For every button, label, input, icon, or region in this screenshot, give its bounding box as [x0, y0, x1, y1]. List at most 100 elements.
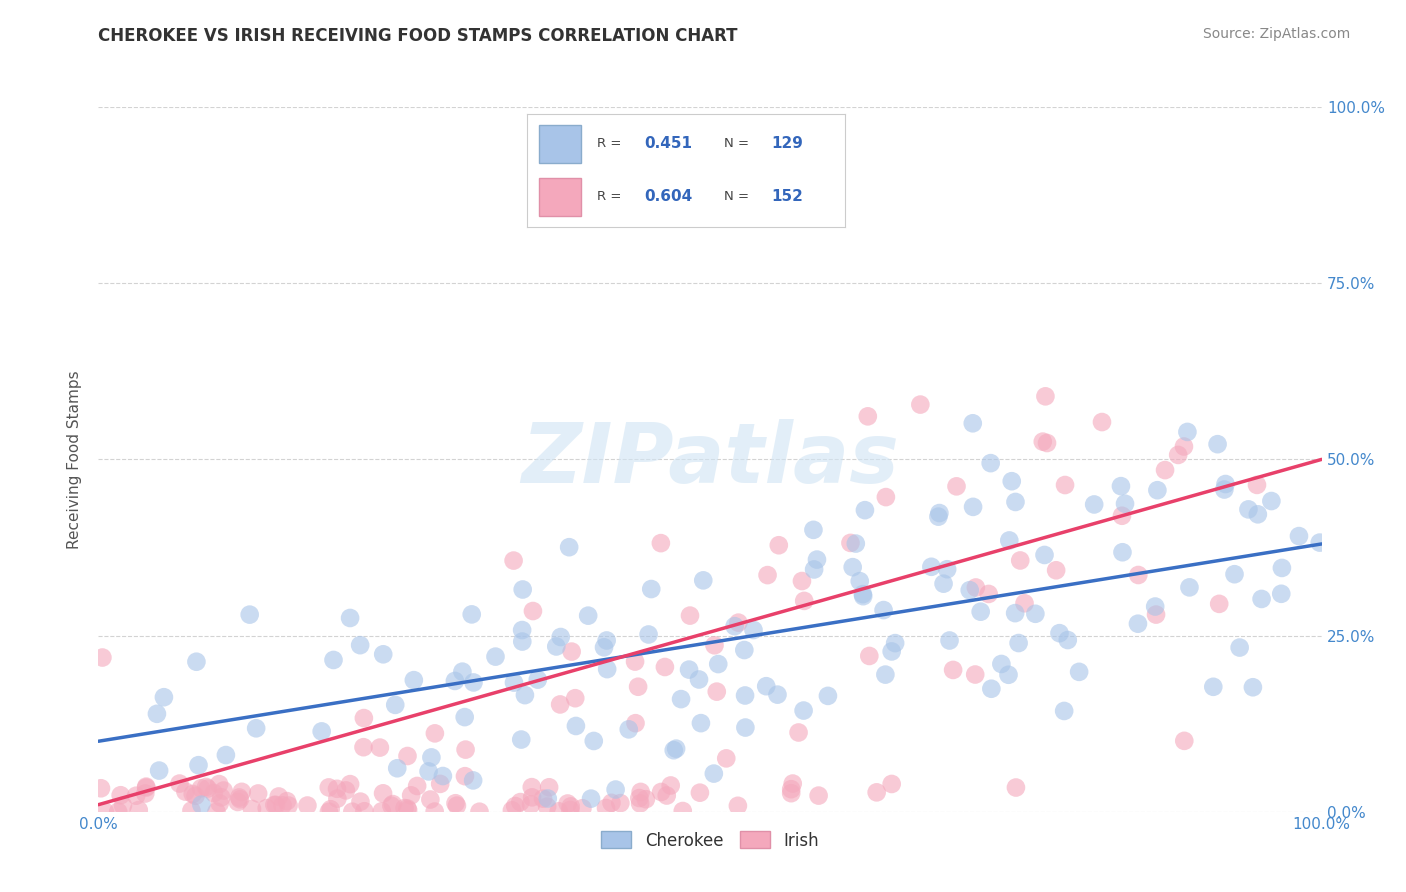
Point [1146, 483, 1168, 498]
Point [1035, 389, 1057, 403]
Point [484, 649, 506, 664]
Point [817, 689, 839, 703]
Point [782, 776, 804, 790]
Point [596, 662, 619, 676]
Text: Source: ZipAtlas.com: Source: ZipAtlas.com [1202, 27, 1350, 41]
Point [793, 594, 815, 608]
Point [1114, 497, 1136, 511]
Point [880, 777, 903, 791]
Point [510, 623, 533, 637]
Point [1001, 474, 1024, 488]
Point [659, 779, 682, 793]
Point [841, 560, 863, 574]
Point [595, 801, 617, 815]
Point [609, 796, 631, 810]
Point [209, 790, 232, 805]
Point [965, 667, 987, 681]
Point [852, 587, 875, 601]
Point [1032, 434, 1054, 449]
Point [766, 688, 789, 702]
Point [593, 640, 616, 655]
Point [780, 786, 803, 800]
Point [665, 741, 688, 756]
Point [503, 799, 526, 814]
Point [208, 797, 231, 811]
Point [579, 791, 602, 805]
Point [353, 804, 375, 818]
Point [503, 675, 526, 690]
Point [322, 653, 344, 667]
Point [1036, 436, 1059, 450]
Point [526, 673, 548, 687]
Point [630, 785, 652, 799]
Point [229, 792, 252, 806]
Point [969, 605, 991, 619]
Point [212, 783, 235, 797]
Point [446, 798, 468, 813]
Point [228, 790, 250, 805]
Point [1177, 425, 1199, 439]
Point [576, 608, 599, 623]
Point [318, 805, 340, 819]
Point [561, 644, 583, 658]
Point [1247, 508, 1270, 522]
Point [239, 607, 262, 622]
Point [1206, 437, 1229, 451]
Point [723, 619, 745, 633]
Point [406, 779, 429, 793]
Point [768, 538, 790, 552]
Point [1045, 563, 1067, 577]
Point [536, 799, 558, 814]
Point [396, 803, 419, 817]
Point [875, 490, 897, 504]
Point [884, 636, 907, 650]
Point [169, 776, 191, 790]
Point [197, 781, 219, 796]
Point [371, 805, 394, 819]
Point [394, 801, 416, 815]
Point [1178, 580, 1201, 594]
Point [880, 644, 903, 658]
Point [548, 698, 571, 712]
Point [550, 630, 572, 644]
Point [807, 789, 830, 803]
Point [600, 796, 623, 810]
Point [373, 648, 395, 662]
Point [1091, 415, 1114, 429]
Point [977, 587, 1000, 601]
Point [1250, 591, 1272, 606]
Point [678, 663, 700, 677]
Point [727, 615, 749, 630]
Point [848, 574, 870, 588]
Point [461, 607, 484, 622]
Point [565, 719, 588, 733]
Point [1173, 440, 1195, 454]
Point [432, 769, 454, 783]
Point [267, 789, 290, 804]
Point [186, 655, 208, 669]
Point [1144, 599, 1167, 614]
Point [560, 803, 582, 817]
Point [959, 583, 981, 598]
Point [184, 789, 207, 803]
Point [339, 611, 361, 625]
Point [1109, 479, 1132, 493]
Point [1202, 680, 1225, 694]
Point [454, 710, 477, 724]
Point [271, 798, 294, 813]
Point [655, 789, 678, 803]
Point [945, 479, 967, 493]
Point [148, 764, 170, 778]
Point [128, 803, 150, 817]
Point [180, 804, 202, 818]
Point [513, 688, 536, 702]
Point [734, 721, 756, 735]
Point [1024, 607, 1046, 621]
Point [571, 801, 593, 815]
Point [806, 552, 828, 566]
Point [689, 786, 711, 800]
Text: CHEROKEE VS IRISH RECEIVING FOOD STAMPS CORRELATION CHART: CHEROKEE VS IRISH RECEIVING FOOD STAMPS … [98, 27, 738, 45]
Point [1033, 548, 1056, 562]
Point [688, 673, 710, 687]
Point [245, 721, 267, 735]
